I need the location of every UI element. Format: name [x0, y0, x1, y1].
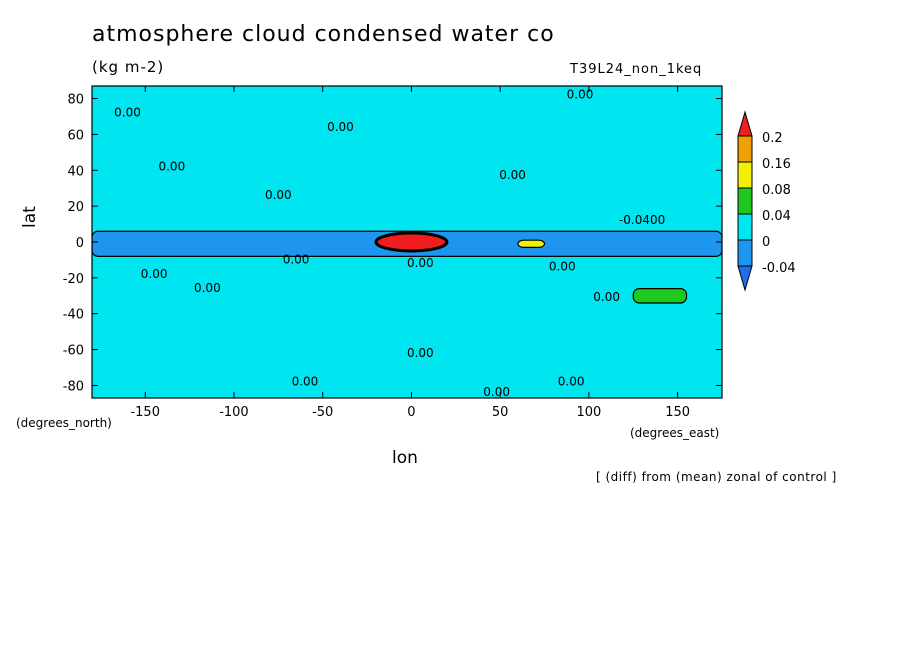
contour-label: 0.00 [407, 256, 434, 270]
contour-label: 0.00 [265, 188, 292, 202]
contour-label: 0.00 [558, 374, 585, 388]
colorbar-label: 0 [762, 235, 770, 250]
contour-label: 0.00 [194, 281, 221, 295]
contour-label: 0.00 [292, 374, 319, 388]
colorbar-label: -0.04 [762, 261, 796, 276]
contour-label: 0.00 [141, 267, 168, 281]
y-unit-label: (degrees_north) [16, 416, 112, 430]
y-tick-label: 60 [67, 128, 84, 143]
x-tick-label: 0 [407, 405, 415, 420]
colorbar-segment [737, 187, 753, 215]
axis-ticks: -150 -100 -50 0 50 100 150 80 60 40 20 0 -20 -40 -60 -8… [63, 86, 722, 420]
y-tick-label: -80 [63, 379, 84, 394]
contour-label: 0.00 [327, 120, 354, 134]
contour-label: 0.00 [549, 260, 576, 274]
x-tick-label: 100 [576, 405, 601, 420]
contour-label: 0.00 [567, 88, 594, 102]
colorbar-max-arrow [737, 110, 753, 137]
colorbar-label: 0.2 [762, 131, 783, 146]
colorbar-min-arrow [737, 265, 753, 292]
colorbar-label: 0.16 [762, 157, 791, 172]
field-region [374, 231, 449, 253]
y-tick-label: -20 [63, 272, 84, 287]
contour-label: 0.00 [158, 159, 185, 173]
run-label: T39L24_non_1keq [570, 62, 703, 77]
colorbar-segment [737, 135, 753, 163]
y-tick-label: 80 [67, 93, 84, 108]
contour-label: 0.00 [407, 346, 434, 360]
x-tick-label: -100 [219, 405, 249, 420]
y-tick-label: 0 [76, 236, 84, 251]
x-tick-label: -50 [312, 405, 333, 420]
contour-label: 0.00 [499, 168, 526, 182]
chart-title: atmosphere cloud condensed water co [92, 22, 555, 47]
y-tick-label: 20 [67, 200, 84, 215]
x-axis-label: lon [392, 448, 418, 468]
y-tick-label: 40 [67, 164, 84, 179]
contour-label: 0.00 [593, 290, 620, 304]
colorbar-label: 0.08 [762, 183, 791, 198]
colorbar-label: 0.04 [762, 209, 791, 224]
contour-label: 0.00 [283, 253, 310, 267]
x-unit-label: (degrees_east) [630, 426, 720, 440]
colorbar-segment [737, 213, 753, 241]
x-tick-label: 150 [665, 405, 690, 420]
y-tick-label: -40 [63, 308, 84, 323]
colorbar-segment [737, 239, 753, 267]
colorbar-segment [737, 161, 753, 189]
x-tick-label: -150 [130, 405, 160, 420]
contour-label: -0.0400 [619, 213, 665, 227]
contour-label: 0.00 [114, 105, 141, 119]
field-region [517, 239, 546, 248]
colorbar: 0.2 0.16 0.08 0.04 0 -0.04 [737, 110, 796, 292]
x-tick-label: 50 [492, 405, 509, 420]
y-tick-label: -60 [63, 344, 84, 359]
chart-units: (kg m-2) [92, 58, 165, 76]
diff-annotation: [ (diff) from (mean) zonal of control ] [596, 470, 837, 484]
field-region [632, 288, 688, 304]
contour-label: 0.00 [483, 385, 510, 399]
plot-area: 0.00 0.00 0.00 0.00 0.00 0.00 -0.0400 0.00 0.00 0… [92, 86, 722, 399]
